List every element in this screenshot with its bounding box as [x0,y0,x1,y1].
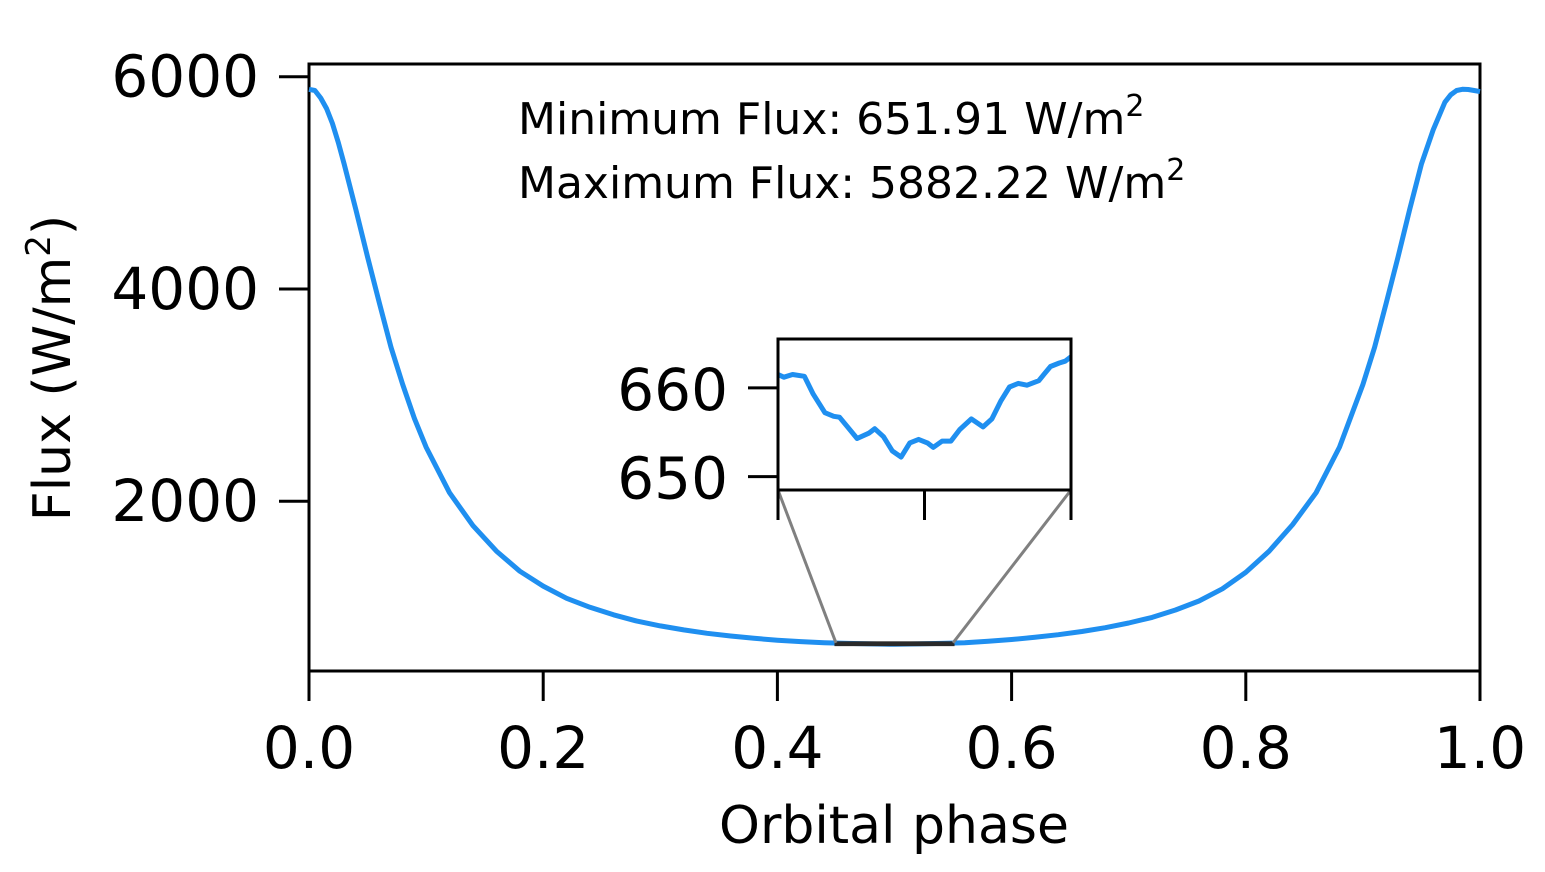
inset-series-line [776,354,1073,460]
y-tick-label: 4000 [111,255,259,323]
zoom-region-box [834,641,955,647]
x-axis-ticks: 0.0 0.2 0.4 0.6 0.8 1.0 [263,671,1526,782]
inset-connector-left [776,489,838,644]
main-axes-frame [307,62,1482,673]
inset-y-tick-label: 650 [617,445,728,513]
x-tick-label: 0.0 [263,714,355,782]
y-axis-ticks: 2000 4000 6000 [111,43,309,535]
x-tick-label: 0.6 [965,714,1057,782]
inset-x-ticks [776,490,1073,520]
x-axis-label: Orbital phase [719,796,1069,856]
x-tick-label: 1.0 [1434,714,1526,782]
x-tick-label: 0.8 [1200,714,1292,782]
y-tick-label: 6000 [111,43,259,111]
inset-y-tick-label: 660 [617,356,728,424]
y-axis-label: Flux (W/m2) [19,215,83,521]
maximum-flux-annotation: Maximum Flux: 5882.22 W/m2 [518,153,1185,209]
x-tick-label: 0.4 [731,714,823,782]
y-tick-label: 2000 [111,467,259,535]
x-tick-label: 0.2 [497,714,589,782]
inset-background [778,339,1071,490]
minimum-flux-annotation: Minimum Flux: 651.91 W/m2 [518,89,1144,145]
inset-connector-right [951,489,1073,644]
